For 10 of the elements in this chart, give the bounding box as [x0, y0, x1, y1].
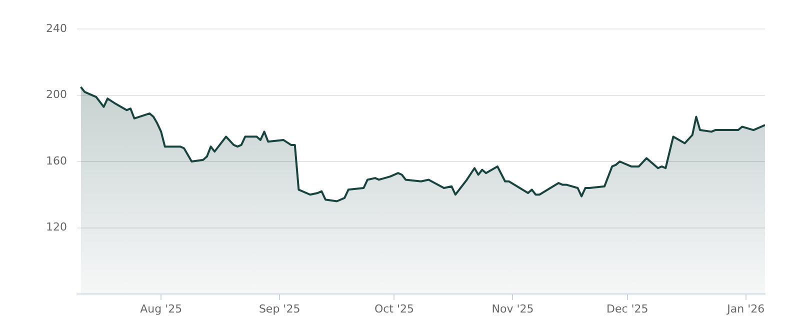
x-tick-label: Nov '25 — [492, 302, 534, 316]
y-tick-label: 120 — [46, 220, 67, 234]
x-tick-label: Dec '25 — [606, 302, 648, 316]
x-tick-label: Oct '25 — [374, 302, 414, 316]
y-tick-label: 240 — [46, 22, 67, 35]
x-tick-label: Aug '25 — [140, 302, 182, 316]
y-tick-label: 160 — [46, 154, 67, 168]
x-tick-label: Jan '26 — [726, 302, 765, 316]
y-tick-label: 200 — [46, 88, 67, 102]
x-tick-label: Sep '25 — [258, 302, 300, 316]
